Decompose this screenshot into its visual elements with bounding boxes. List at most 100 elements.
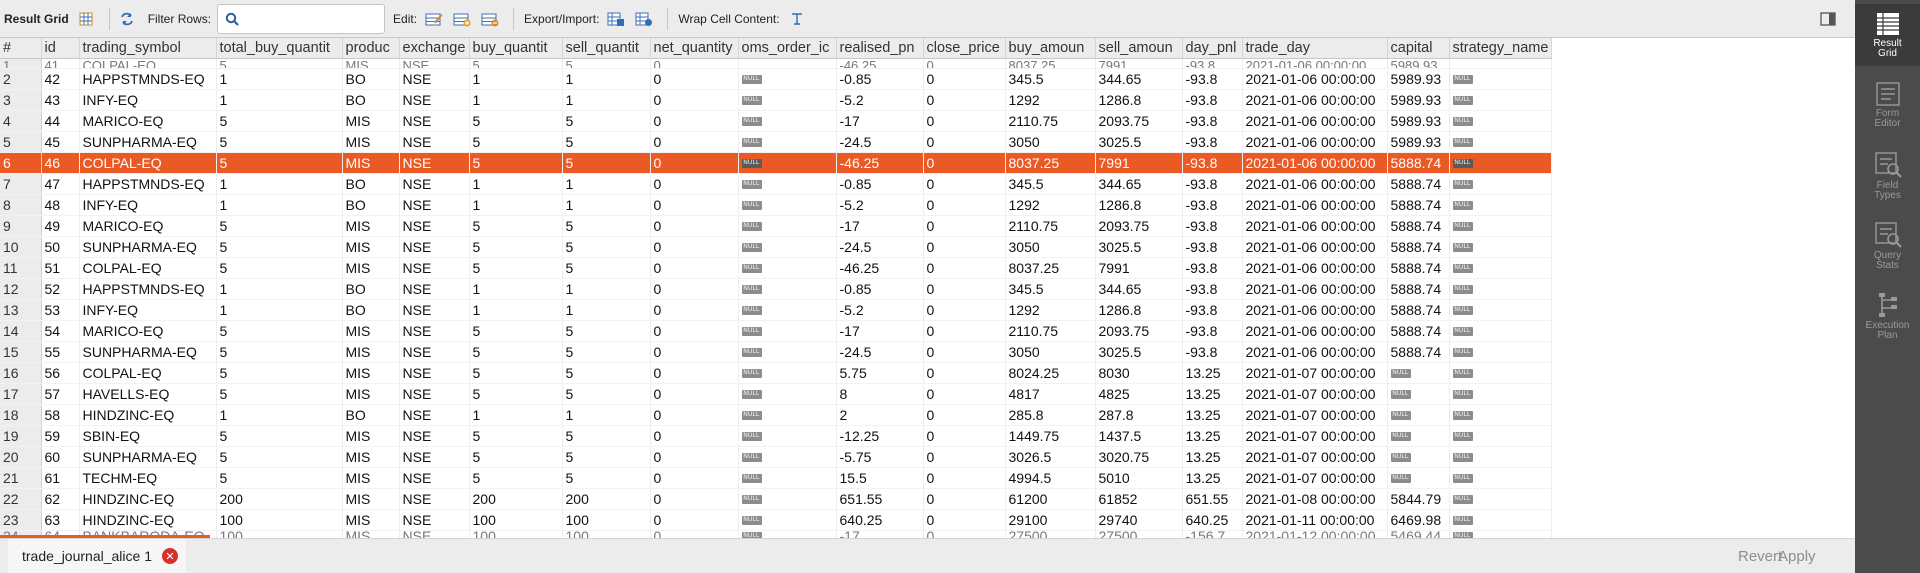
table-row[interactable]: 2 42 HAPPSTMNDS-EQ 1 BO NSE 1 1 0 NULL -0.85 0 345.5… bbox=[0, 68, 1552, 90]
table-cell[interactable]: NSE bbox=[399, 509, 470, 531]
table-cell[interactable]: NULL bbox=[1449, 320, 1552, 342]
table-cell[interactable]: 345.5 bbox=[1005, 68, 1096, 90]
table-cell[interactable]: 100 bbox=[562, 530, 651, 538]
row-number[interactable]: 18 bbox=[0, 404, 42, 426]
table-cell[interactable]: -17 bbox=[836, 530, 924, 538]
table-cell[interactable]: 2021-01-06 00:00:00 bbox=[1242, 58, 1388, 69]
table-cell[interactable]: 0 bbox=[923, 236, 1006, 258]
table-cell[interactable]: NULL bbox=[738, 446, 837, 468]
table-cell[interactable]: 5 bbox=[469, 362, 563, 384]
table-cell[interactable]: 5989.93 bbox=[1387, 110, 1450, 132]
table-cell[interactable]: 5 bbox=[562, 467, 651, 489]
table-cell[interactable]: SUNPHARMA-EQ bbox=[79, 341, 217, 363]
table-cell[interactable]: NSE bbox=[399, 131, 470, 153]
table-cell[interactable]: 5 bbox=[216, 383, 343, 405]
table-cell[interactable]: 0 bbox=[923, 68, 1006, 90]
table-cell[interactable]: NULL bbox=[1449, 89, 1552, 111]
row-number[interactable]: 9 bbox=[0, 215, 42, 237]
table-cell[interactable]: NSE bbox=[399, 257, 470, 279]
table-cell[interactable]: NSE bbox=[399, 446, 470, 468]
table-cell[interactable]: 5 bbox=[216, 362, 343, 384]
table-cell[interactable]: NULL bbox=[1449, 362, 1552, 384]
table-cell[interactable]: MIS bbox=[342, 446, 400, 468]
table-cell[interactable]: 5 bbox=[216, 341, 343, 363]
table-cell[interactable]: NULL bbox=[1449, 509, 1552, 531]
table-cell[interactable]: 651.55 bbox=[1182, 488, 1243, 510]
table-cell[interactable]: 5888.74 bbox=[1387, 194, 1450, 216]
delete-row-icon[interactable] bbox=[479, 8, 501, 30]
table-cell[interactable]: 0 bbox=[923, 173, 1006, 195]
table-cell[interactable]: 2021-01-06 00:00:00 bbox=[1242, 68, 1388, 90]
table-cell[interactable]: 0 bbox=[650, 404, 739, 426]
table-cell[interactable]: NSE bbox=[399, 110, 470, 132]
table-cell[interactable]: NULL bbox=[1387, 404, 1450, 426]
table-cell[interactable]: NSE bbox=[399, 194, 470, 216]
table-cell[interactable]: NULL bbox=[1449, 278, 1552, 300]
table-cell[interactable]: -93.8 bbox=[1182, 236, 1243, 258]
table-cell[interactable]: NULL bbox=[738, 299, 837, 321]
import-icon[interactable] bbox=[633, 8, 655, 30]
horizontal-scroll-indicator[interactable] bbox=[0, 535, 210, 538]
table-cell[interactable]: 344.65 bbox=[1095, 278, 1183, 300]
table-cell[interactable]: 5888.74 bbox=[1387, 152, 1450, 174]
table-cell[interactable]: 5 bbox=[562, 110, 651, 132]
table-cell[interactable]: -0.85 bbox=[836, 278, 924, 300]
table-cell[interactable]: 3025.5 bbox=[1095, 341, 1183, 363]
table-cell[interactable]: MIS bbox=[342, 488, 400, 510]
table-cell[interactable]: 2021-01-06 00:00:00 bbox=[1242, 257, 1388, 279]
table-row[interactable]: 14 54 MARICO-EQ 5 MIS NSE 5 5 0 NULL -17 0 2110.75 20… bbox=[0, 320, 1552, 342]
table-cell[interactable]: NULL bbox=[738, 425, 837, 447]
table-cell[interactable]: 5 bbox=[469, 152, 563, 174]
table-cell[interactable]: 5 bbox=[469, 383, 563, 405]
table-cell[interactable]: 5989.93 bbox=[1387, 131, 1450, 153]
table-cell[interactable]: NULL bbox=[738, 278, 837, 300]
table-cell[interactable]: 5 bbox=[469, 131, 563, 153]
table-cell[interactable]: BO bbox=[342, 68, 400, 90]
table-cell[interactable]: 2021-01-06 00:00:00 bbox=[1242, 89, 1388, 111]
table-cell[interactable]: -5.2 bbox=[836, 89, 924, 111]
row-number[interactable]: 19 bbox=[0, 425, 42, 447]
table-cell[interactable]: NSE bbox=[399, 152, 470, 174]
table-cell[interactable]: HINDZINC-EQ bbox=[79, 404, 217, 426]
table-cell[interactable]: 0 bbox=[650, 425, 739, 447]
table-cell[interactable]: 5 bbox=[216, 320, 343, 342]
table-cell[interactable]: COLPAL-EQ bbox=[79, 152, 217, 174]
table-cell[interactable]: NSE bbox=[399, 173, 470, 195]
table-row[interactable]: 22 62 HINDZINC-EQ 200 MIS NSE 200 200 0 NULL 651.5… bbox=[0, 488, 1552, 510]
table-cell[interactable]: 0 bbox=[650, 362, 739, 384]
table-cell[interactable]: MARICO-EQ bbox=[79, 320, 217, 342]
table-cell[interactable]: MARICO-EQ bbox=[79, 110, 217, 132]
table-cell[interactable]: 1 bbox=[562, 68, 651, 90]
table-cell[interactable]: 0 bbox=[650, 152, 739, 174]
table-cell[interactable]: NSE bbox=[399, 320, 470, 342]
table-cell[interactable]: 2021-01-07 00:00:00 bbox=[1242, 383, 1388, 405]
table-cell[interactable]: 1 bbox=[469, 173, 563, 195]
table-cell[interactable]: 46 bbox=[41, 152, 80, 174]
table-cell[interactable]: 56 bbox=[41, 362, 80, 384]
table-cell[interactable]: 0 bbox=[650, 215, 739, 237]
table-cell[interactable]: 0 bbox=[650, 530, 739, 538]
sidebar-result-grid[interactable]: Result Grid bbox=[1855, 4, 1920, 66]
table-row[interactable]: 19 59 SBIN-EQ 5 MIS NSE 5 5 0 NULL -12.25 0 1449.75 1… bbox=[0, 425, 1552, 447]
table-cell[interactable]: 52 bbox=[41, 278, 80, 300]
table-cell[interactable]: 1286.8 bbox=[1095, 299, 1183, 321]
table-cell[interactable]: 5 bbox=[216, 425, 343, 447]
column-header[interactable]: capital bbox=[1387, 38, 1450, 59]
table-cell[interactable]: NSE bbox=[399, 215, 470, 237]
table-cell[interactable]: 651.55 bbox=[836, 488, 924, 510]
table-cell[interactable]: 29740 bbox=[1095, 509, 1183, 531]
table-cell[interactable]: 1 bbox=[562, 404, 651, 426]
column-header[interactable]: oms_order_ic bbox=[738, 38, 837, 59]
row-number[interactable]: 2 bbox=[0, 68, 42, 90]
table-cell[interactable]: MIS bbox=[342, 362, 400, 384]
table-cell[interactable]: 1 bbox=[469, 89, 563, 111]
table-cell[interactable]: NULL bbox=[1449, 215, 1552, 237]
table-cell[interactable]: 2021-01-08 00:00:00 bbox=[1242, 488, 1388, 510]
table-cell[interactable]: 5888.74 bbox=[1387, 236, 1450, 258]
table-cell[interactable]: -24.5 bbox=[836, 131, 924, 153]
table-cell[interactable]: 3050 bbox=[1005, 131, 1096, 153]
table-cell[interactable]: 2021-01-07 00:00:00 bbox=[1242, 404, 1388, 426]
table-cell[interactable]: 5989.93 bbox=[1387, 89, 1450, 111]
table-cell[interactable]: 3026.5 bbox=[1005, 446, 1096, 468]
table-cell[interactable]: MIS bbox=[342, 383, 400, 405]
